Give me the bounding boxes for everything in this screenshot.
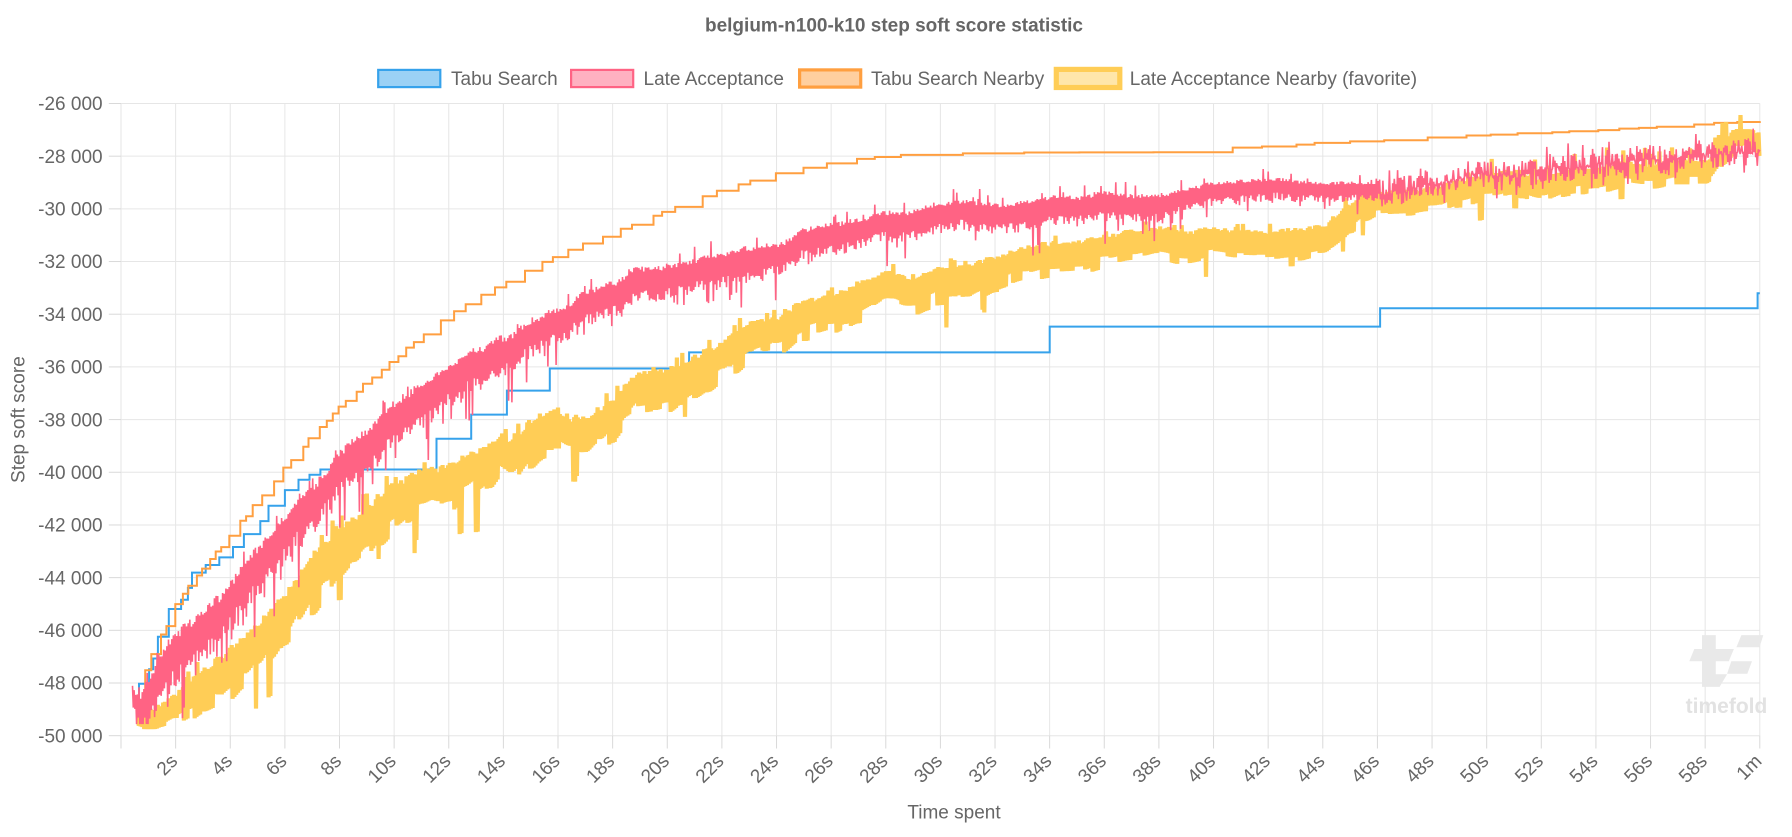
svg-text:Time spent: Time spent: [907, 803, 1001, 824]
svg-text:-30 000: -30 000: [38, 200, 102, 221]
svg-text:-46 000: -46 000: [38, 621, 102, 642]
svg-text:Step soft score: Step soft score: [9, 356, 30, 483]
svg-text:-40 000: -40 000: [38, 463, 102, 484]
svg-text:Late Acceptance: Late Acceptance: [644, 69, 785, 90]
svg-text:Tabu Search Nearby: Tabu Search Nearby: [871, 69, 1045, 90]
svg-text:-42 000: -42 000: [38, 516, 102, 537]
svg-text:-26 000: -26 000: [38, 94, 102, 115]
svg-text:-28 000: -28 000: [38, 147, 102, 168]
svg-text:-48 000: -48 000: [38, 674, 102, 695]
svg-text:belgium-n100-k10 step soft sco: belgium-n100-k10 step soft score statist…: [705, 16, 1083, 37]
svg-text:-38 000: -38 000: [38, 410, 102, 431]
svg-text:-36 000: -36 000: [38, 358, 102, 379]
svg-text:timefold: timefold: [1686, 695, 1768, 718]
svg-text:-34 000: -34 000: [38, 305, 102, 326]
svg-text:-44 000: -44 000: [38, 568, 102, 589]
svg-text:-50 000: -50 000: [38, 726, 102, 747]
svg-text:-32 000: -32 000: [38, 252, 102, 273]
svg-text:Late Acceptance Nearby (favori: Late Acceptance Nearby (favorite): [1130, 69, 1417, 90]
svg-text:Tabu Search: Tabu Search: [451, 69, 558, 90]
